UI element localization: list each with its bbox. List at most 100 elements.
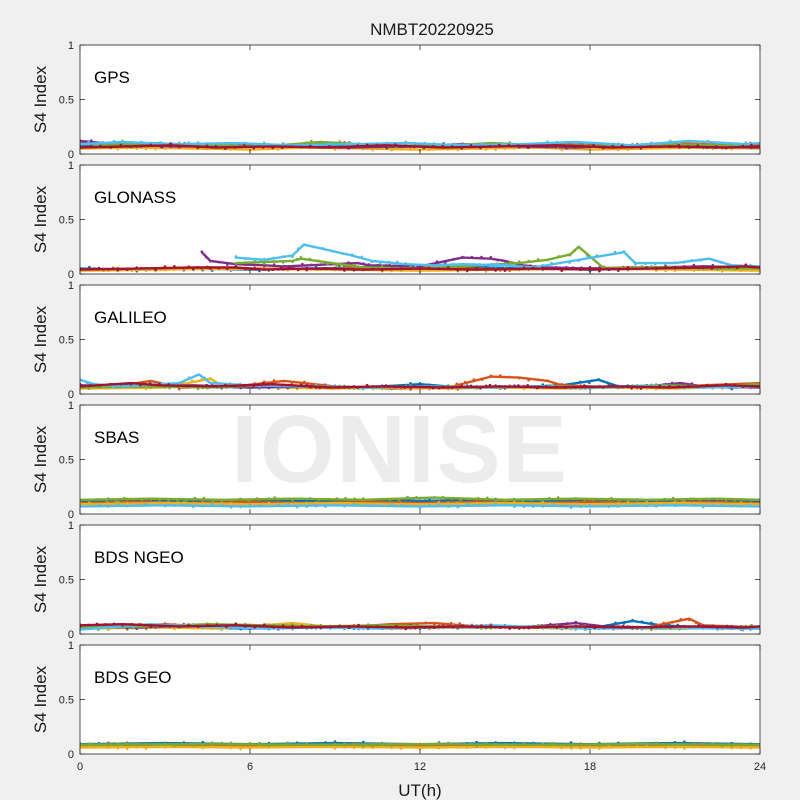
- data-point: [182, 504, 186, 507]
- data-point: [414, 264, 417, 268]
- data-point: [233, 146, 237, 149]
- data-point: [564, 386, 567, 390]
- data-point: [229, 498, 232, 502]
- data-point: [356, 386, 360, 389]
- data-point: [673, 269, 677, 272]
- data-point: [489, 374, 493, 378]
- data-point: [167, 499, 170, 502]
- y-tick-label: 0: [68, 269, 74, 281]
- data-point: [654, 498, 657, 502]
- data-point: [475, 147, 479, 151]
- data-point: [362, 746, 365, 750]
- data-point: [736, 266, 739, 270]
- data-point: [388, 263, 391, 267]
- data-point: [749, 747, 752, 750]
- data-point: [611, 144, 614, 148]
- data-point: [517, 260, 521, 263]
- series-track: [80, 741, 760, 748]
- data-point: [301, 262, 304, 266]
- data-point: [173, 265, 176, 268]
- data-point: [711, 503, 715, 507]
- data-marks: [80, 617, 760, 632]
- data-point: [414, 626, 417, 630]
- data-point: [290, 145, 293, 148]
- data-point: [751, 265, 755, 269]
- data-point: [750, 498, 753, 502]
- data-point: [484, 741, 488, 745]
- data-point: [347, 626, 351, 629]
- data-point: [475, 503, 479, 507]
- data-point: [239, 147, 242, 151]
- data-point: [640, 142, 644, 146]
- data-point: [428, 498, 431, 502]
- data-point: [280, 146, 284, 149]
- data-point: [267, 744, 271, 748]
- data-point: [696, 385, 699, 389]
- data-point: [239, 502, 242, 506]
- data-point: [546, 140, 549, 143]
- data-point: [305, 742, 309, 745]
- data-point: [314, 504, 318, 508]
- data-point: [546, 624, 549, 628]
- data-point: [654, 505, 658, 508]
- data-point: [468, 497, 471, 501]
- data-point: [168, 386, 171, 390]
- data-point: [135, 266, 138, 269]
- plot-area: [80, 285, 760, 394]
- data-point: [635, 745, 639, 748]
- data-point: [234, 255, 238, 258]
- data-point: [239, 505, 242, 509]
- data-point: [690, 382, 694, 385]
- data-point: [673, 504, 677, 508]
- data-point: [650, 621, 653, 625]
- data-point: [385, 626, 389, 629]
- data-point: [370, 260, 374, 264]
- data-point: [689, 497, 693, 500]
- data-point: [627, 498, 631, 502]
- data-point: [97, 503, 101, 507]
- data-point: [262, 141, 266, 145]
- data-point: [154, 268, 157, 272]
- data-point: [716, 626, 719, 629]
- data-point: [569, 741, 573, 744]
- data-point: [182, 266, 186, 270]
- data-point: [295, 741, 299, 744]
- data-point: [668, 385, 671, 388]
- data-point: [554, 385, 558, 389]
- data-point: [650, 265, 653, 268]
- data-point: [243, 144, 246, 147]
- data-point: [371, 744, 375, 748]
- data-point: [480, 142, 483, 146]
- data-point: [517, 627, 521, 630]
- data-point: [626, 504, 630, 507]
- data-point: [384, 384, 388, 387]
- data-point: [140, 140, 143, 144]
- data-point: [702, 505, 705, 509]
- data-point: [724, 382, 728, 386]
- data-point: [109, 382, 112, 386]
- data-point: [159, 145, 163, 148]
- data-point: [244, 141, 247, 145]
- data-point: [677, 385, 681, 388]
- panel-glonass: 0 0.5 1 S4 Index GLONASS: [31, 160, 761, 281]
- data-point: [630, 145, 633, 149]
- data-point: [541, 505, 545, 508]
- data-point: [96, 498, 99, 501]
- data-point: [480, 624, 483, 627]
- data-point: [272, 256, 275, 260]
- data-point: [362, 744, 365, 748]
- data-point: [107, 743, 110, 747]
- data-point: [645, 498, 648, 502]
- data-point: [730, 387, 733, 391]
- data-point: [698, 498, 702, 502]
- y-tick-label: 0.5: [59, 215, 74, 227]
- data-point: [730, 744, 733, 748]
- data-point: [277, 743, 280, 747]
- data-point: [730, 746, 733, 750]
- data-point: [679, 617, 682, 621]
- data-point: [521, 499, 524, 502]
- data-point: [594, 260, 597, 263]
- data-point: [683, 740, 686, 743]
- data-point: [338, 140, 342, 143]
- data-point: [577, 246, 580, 249]
